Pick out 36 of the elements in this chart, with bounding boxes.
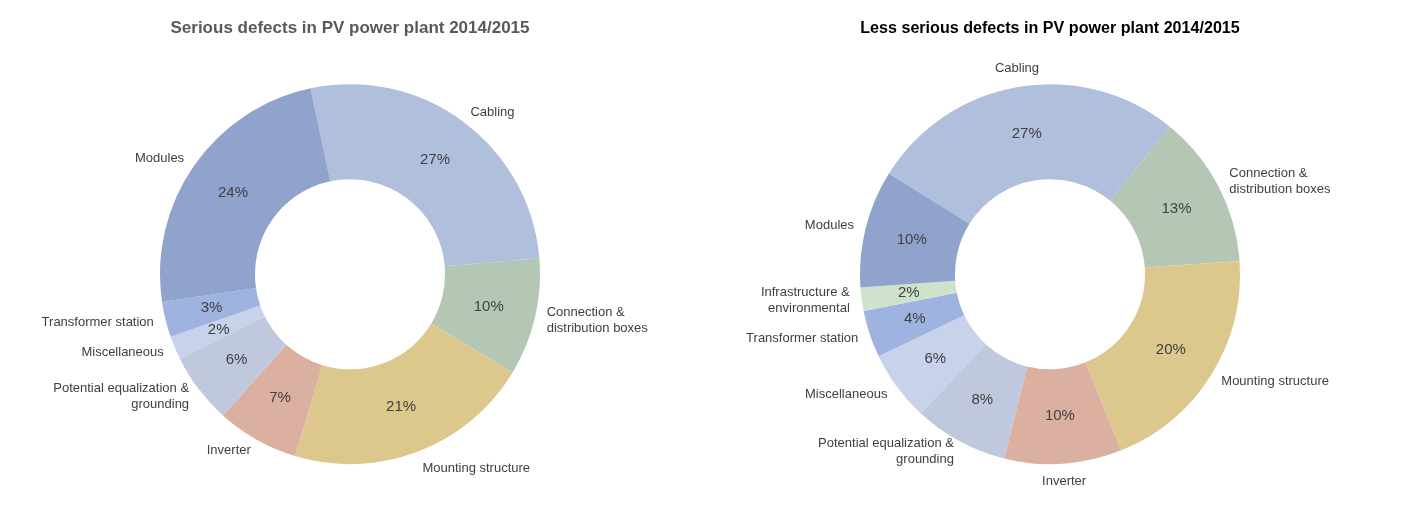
slice-label: Miscellaneous xyxy=(805,385,888,401)
slice-label: Modules xyxy=(134,150,185,166)
slice-label: Connection & distribution boxes xyxy=(546,303,649,335)
slice-label: Connection & distribution boxes xyxy=(1229,164,1332,196)
data-label: 6% xyxy=(225,350,248,368)
data-label: 4% xyxy=(903,309,926,327)
slice-label: Mounting structure xyxy=(422,460,531,476)
data-label: 2% xyxy=(207,319,230,337)
data-label: 6% xyxy=(924,348,947,366)
data-label: 10% xyxy=(1044,406,1075,424)
data-label: 7% xyxy=(269,388,291,406)
slice-label: Potential equalization & grounding xyxy=(53,379,190,411)
slice-label: Miscellaneous xyxy=(81,344,165,360)
data-label: 3% xyxy=(200,298,223,316)
data-label: 24% xyxy=(217,183,248,201)
data-label: 20% xyxy=(1155,339,1186,357)
data-label: 2% xyxy=(897,283,920,301)
data-label: 13% xyxy=(1161,198,1192,216)
slice-label: Inverter xyxy=(1042,473,1087,489)
data-label: 27% xyxy=(1011,123,1042,141)
data-label: 21% xyxy=(386,397,417,415)
slice-label: Potential equalization & grounding xyxy=(818,435,955,467)
slice-label: Cabling xyxy=(994,60,1040,76)
data-label: 27% xyxy=(419,149,450,167)
data-label: 8% xyxy=(971,389,994,407)
data-label: 10% xyxy=(473,296,504,314)
chart-title: Less serious defects in PV power plant 2014/2015 xyxy=(860,17,1240,37)
slice-label: Transformer station xyxy=(746,329,859,345)
chart-title: Serious defects in PV power plant 2014/2015 xyxy=(170,17,530,37)
slice-label: Transformer station xyxy=(41,313,154,329)
slice-label: Inverter xyxy=(206,441,252,457)
slice-label: Modules xyxy=(804,216,855,232)
slice-label: Mounting structure xyxy=(1221,372,1329,388)
slice-label: Cabling xyxy=(470,103,515,119)
data-label: 10% xyxy=(896,229,927,247)
slice-label: Infrastructure & environmental xyxy=(760,284,851,316)
